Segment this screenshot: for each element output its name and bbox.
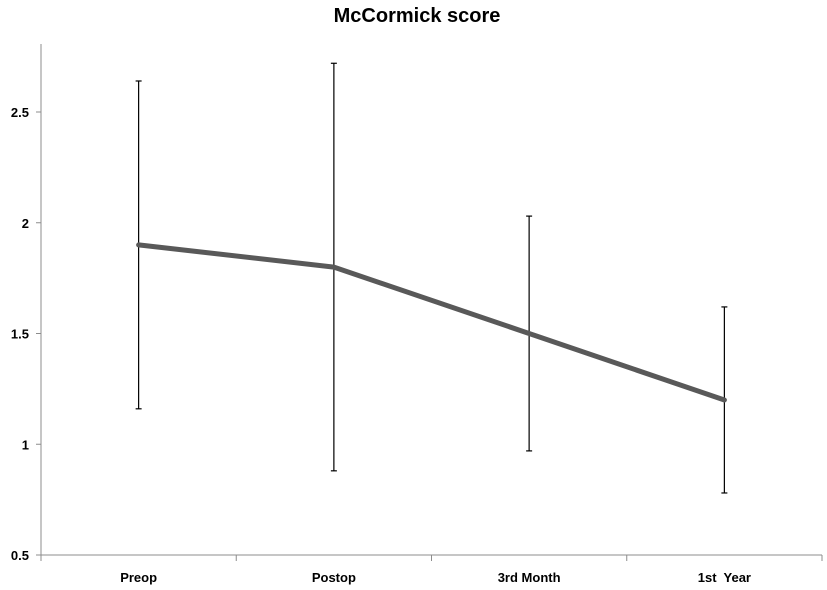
y-tick-label: 1	[22, 437, 29, 452]
axes	[36, 44, 823, 561]
chart-title: McCormick score	[334, 5, 501, 27]
y-tick-labels: 0.5 1 1.5 2 2.5	[11, 105, 29, 563]
series-lines	[136, 242, 727, 403]
x-tick-label: Postop	[312, 570, 356, 585]
series-line	[136, 242, 727, 403]
error-bars	[135, 62, 728, 494]
x-tick-label: Preop	[120, 570, 157, 585]
x-tick-label: 1st Year	[698, 570, 751, 585]
y-tick-label: 1.5	[11, 327, 29, 342]
y-tick-label: 2	[22, 216, 29, 231]
y-tick-label: 0.5	[11, 548, 29, 563]
y-tick-label: 2.5	[11, 105, 29, 120]
x-tick-label: 3rd Month	[498, 570, 561, 585]
x-tick-labels: Preop Postop 3rd Month 1st Year	[120, 570, 751, 585]
